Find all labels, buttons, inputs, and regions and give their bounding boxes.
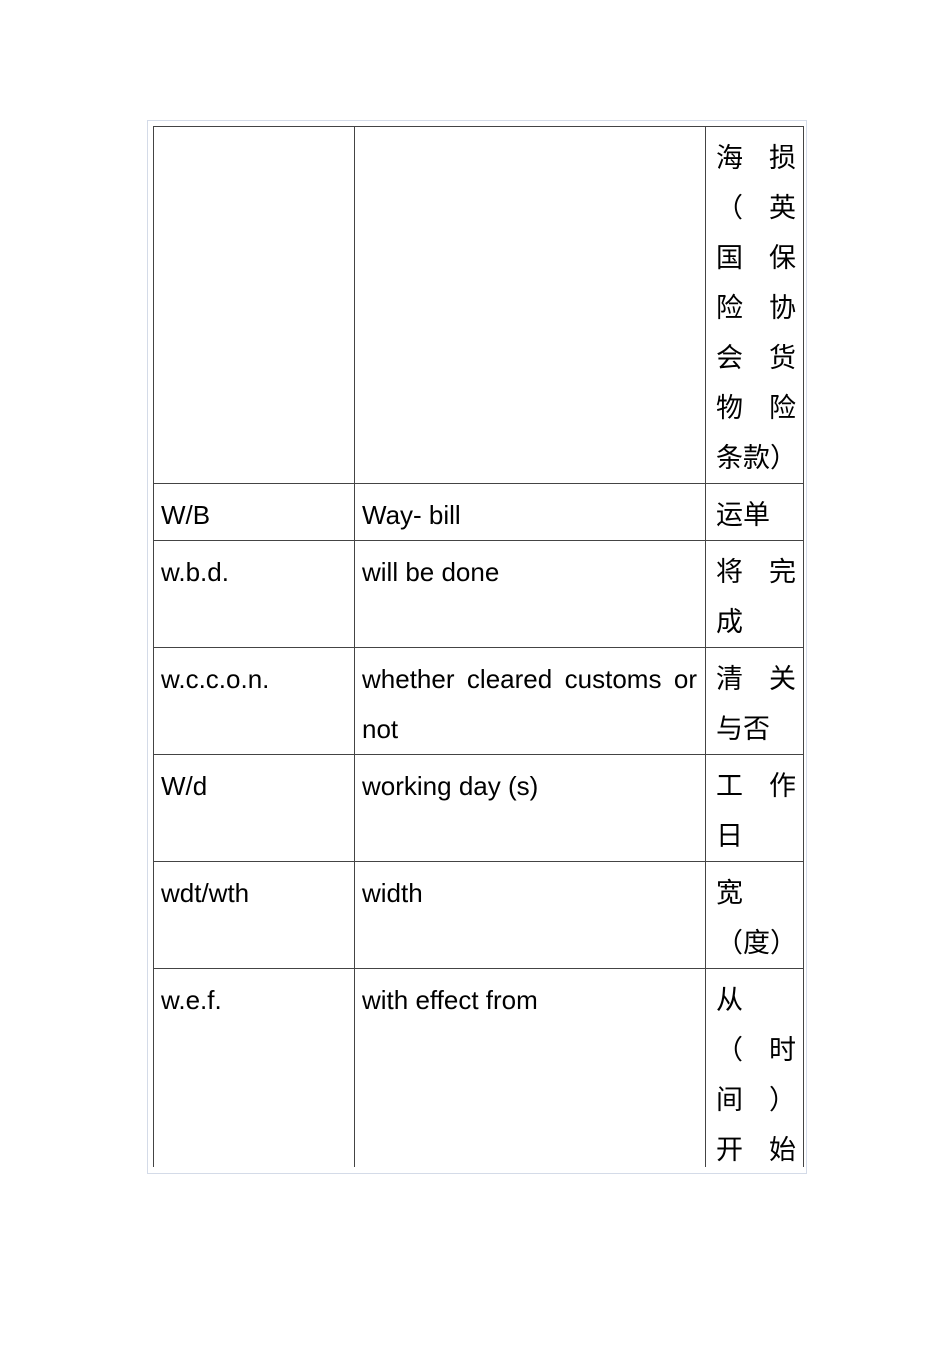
english-cell: working day (s) [354,754,706,862]
abbreviation-cell [153,126,355,484]
chinese-cell: 运单 [705,483,804,541]
chinese-cell-text: 从（时间）开始有效 [716,985,796,1165]
abbreviation-cell-text: wdt/wth [161,878,250,908]
chinese-cell: 工作日 [705,754,804,862]
abbreviation-cell-text: W/B [161,500,211,530]
english-cell-text: will be done [362,557,500,587]
english-cell-text: whether cleared customs or not [362,664,697,744]
table-row: wdt/wth width 宽（度） [153,861,804,969]
chinese-cell: 清关与否 [705,647,804,755]
abbreviation-cell-text: W/d [161,771,208,801]
english-cell: Way- bill [354,483,706,541]
english-cell: whether cleared customs or not [354,647,706,755]
english-cell: will be done [354,540,706,648]
abbreviation-cell-text: w.c.c.o.n. [161,664,270,694]
abbreviation-cell: wdt/wth [153,861,355,969]
table-row: w.b.d. will be done 将完成 [153,540,804,648]
chinese-cell-text: 运单 [716,500,770,530]
abbreviation-cell-text: w.b.d. [161,557,229,587]
table-row: 海损（英国保险协会货物险条款） [153,126,804,484]
english-cell-text: working day (s) [362,771,539,801]
english-cell: width [354,861,706,969]
chinese-cell-text: 将完成 [716,557,796,637]
document-page: 海损（英国保险协会货物险条款） W/B Way- bill 运单 w.b.d. will … [152,125,805,1167]
abbreviation-table: 海损（英国保险协会货物险条款） W/B Way- bill 运单 w.b.d. will … [153,126,804,1167]
chinese-cell-text: 工作日 [716,771,796,851]
chinese-cell: 海损（英国保险协会货物险条款） [705,126,804,484]
chinese-cell-text: 清关与否 [716,664,796,744]
english-cell [354,126,706,484]
table-row: W/d working day (s) 工作日 [153,754,804,862]
chinese-cell-text: 海损（英国保险协会货物险条款） [716,143,797,473]
abbreviation-cell: w.e.f. [153,968,355,1167]
english-cell-text: with effect from [362,985,538,1015]
english-cell-text: width [362,878,423,908]
abbreviation-cell: W/B [153,483,355,541]
chinese-cell-text: 宽（度） [716,878,797,958]
table-row: w.e.f. with effect from 从（时间）开始有效 [153,968,804,1167]
page-frame [147,120,807,1174]
chinese-cell: 将完成 [705,540,804,648]
table-row: w.c.c.o.n. whether cleared customs or not… [153,647,804,755]
abbreviation-cell: w.c.c.o.n. [153,647,355,755]
english-cell: with effect from [354,968,706,1167]
chinese-cell: 从（时间）开始有效 [705,968,804,1167]
english-cell-text: Way- bill [362,500,461,530]
abbreviation-cell-text: w.e.f. [161,985,222,1015]
table-row: W/B Way- bill 运单 [153,483,804,541]
abbreviation-cell: w.b.d. [153,540,355,648]
chinese-cell: 宽（度） [705,861,804,969]
abbreviation-cell: W/d [153,754,355,862]
